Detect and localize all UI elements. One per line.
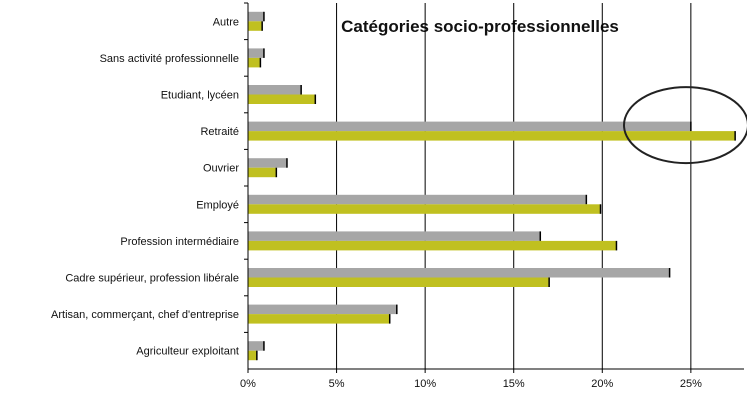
axes (244, 2, 744, 373)
bar (248, 131, 736, 141)
bar (248, 277, 550, 287)
bar (248, 350, 257, 361)
bar (248, 94, 316, 104)
bar (248, 240, 617, 251)
annotations (623, 86, 747, 165)
highlight-ellipse (623, 86, 747, 165)
bar (248, 48, 264, 58)
category-label: Autre (213, 16, 239, 28)
bar (248, 11, 264, 22)
category-label: Etudiant, lycéen (161, 90, 239, 102)
bar (248, 194, 587, 205)
x-tick-label: 15% (503, 378, 525, 390)
bar (248, 314, 390, 324)
x-tick-label: 5% (329, 378, 345, 390)
x-tick-label: 10% (414, 378, 436, 390)
category-label: Ouvrier (203, 163, 239, 175)
category-label: Cadre supérieur, profession libérale (65, 273, 239, 285)
bar (248, 85, 302, 95)
bar (248, 57, 261, 68)
bar (248, 21, 263, 31)
category-label: Profession intermédiaire (120, 236, 239, 248)
bar (248, 158, 287, 168)
x-tick-labels: 0% 5% 10% 15% 20% 25% (240, 378, 702, 390)
category-label: Agriculteur exploitant (136, 346, 239, 358)
bar (248, 341, 264, 351)
bar (248, 167, 277, 178)
x-tick-label: 25% (680, 378, 702, 390)
x-tick-label: 0% (240, 378, 256, 390)
chart-title: Catégories socio-professionnelles (341, 17, 619, 36)
category-label: Retraité (200, 126, 239, 138)
bar (248, 268, 670, 278)
bar (248, 204, 601, 214)
category-labels: Agriculteur exploitant Artisan, commerçan… (51, 16, 239, 357)
bars (248, 11, 736, 361)
bar (248, 231, 541, 241)
x-tick-label: 20% (591, 378, 613, 390)
bar (248, 304, 397, 315)
bar (248, 121, 691, 132)
category-label: Employé (196, 199, 239, 211)
category-label: Artisan, commerçant, chef d'entreprise (51, 309, 239, 321)
category-label: Sans activité professionnelle (100, 53, 239, 65)
